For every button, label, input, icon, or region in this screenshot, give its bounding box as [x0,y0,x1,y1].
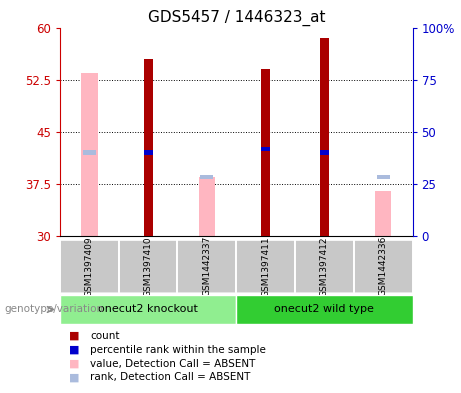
Text: GSM1397410: GSM1397410 [143,236,153,297]
Bar [144,150,153,155]
Bar [199,177,215,236]
Bar [377,175,390,179]
Bar [118,240,177,293]
Text: value, Detection Call = ABSENT: value, Detection Call = ABSENT [90,358,255,369]
Bar [261,69,270,236]
Text: onecut2 knockout: onecut2 knockout [98,305,198,314]
Text: ■: ■ [69,372,80,382]
Text: count: count [90,331,119,341]
Bar [320,150,329,155]
Bar [201,175,213,179]
Text: percentile rank within the sample: percentile rank within the sample [90,345,266,355]
Text: GSM1397412: GSM1397412 [320,236,329,296]
Text: ■: ■ [69,345,80,355]
Bar [236,240,295,293]
Bar [177,240,236,293]
Text: ■: ■ [69,331,80,341]
Bar [144,59,153,236]
Text: onecut2 wild type: onecut2 wild type [274,305,374,314]
Bar [354,240,413,293]
Title: GDS5457 / 1446323_at: GDS5457 / 1446323_at [148,10,325,26]
Bar [375,191,391,236]
Bar [60,295,236,324]
Text: GSM1397411: GSM1397411 [261,236,270,297]
Bar [60,240,118,293]
Text: GSM1397409: GSM1397409 [85,236,94,297]
Text: genotype/variation: genotype/variation [5,305,104,314]
Text: GSM1442337: GSM1442337 [202,236,212,296]
Text: rank, Detection Call = ABSENT: rank, Detection Call = ABSENT [90,372,250,382]
Bar [320,38,329,236]
Bar [81,73,98,236]
Bar [83,151,96,154]
Bar [261,147,270,151]
Text: GSM1442336: GSM1442336 [378,236,388,296]
Text: ■: ■ [69,358,80,369]
Bar [295,240,354,293]
Bar [236,295,413,324]
